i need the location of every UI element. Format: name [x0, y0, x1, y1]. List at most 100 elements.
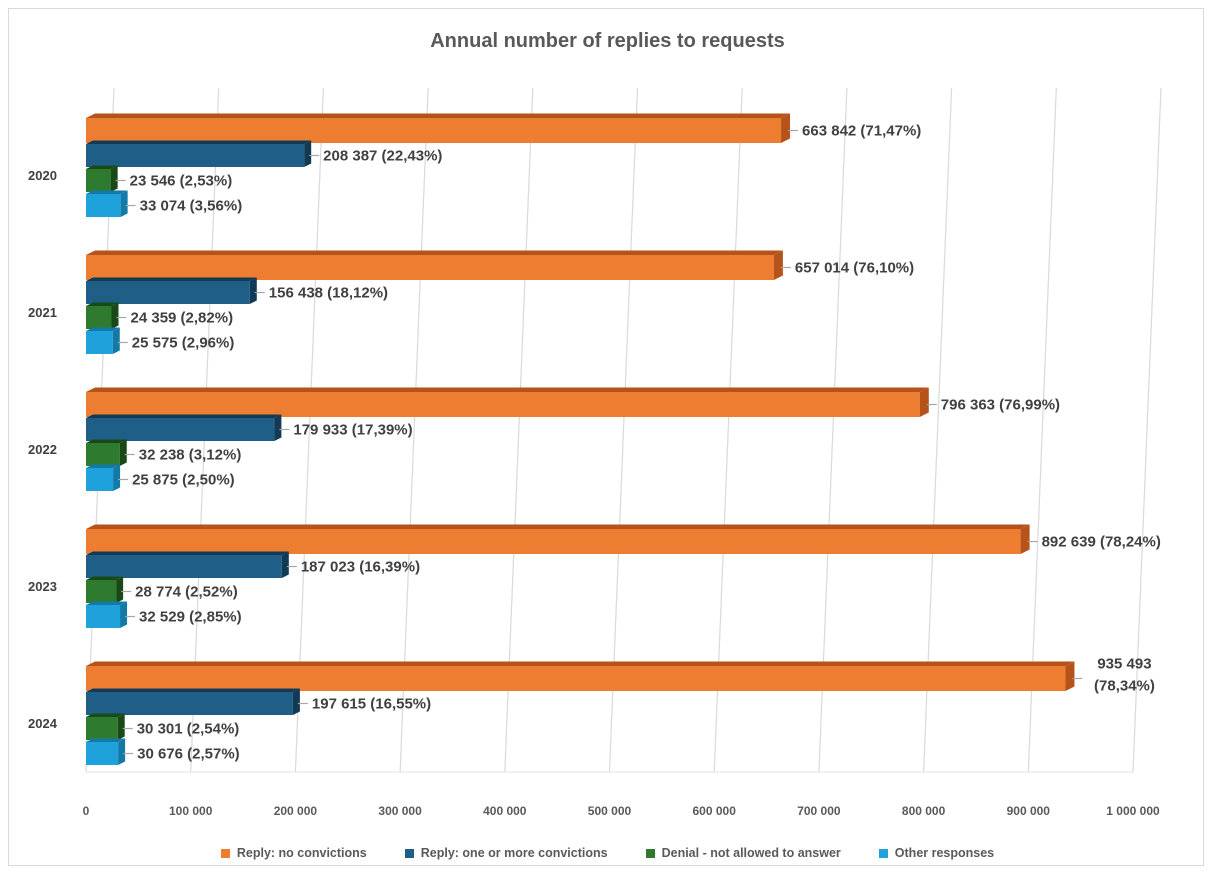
- x-tick-label: 900 000: [1007, 804, 1051, 818]
- gridline: [713, 87, 743, 773]
- bar-end-face: [120, 190, 128, 217]
- data-label: 935 493: [1097, 656, 1151, 673]
- bar-top-face: [86, 190, 128, 194]
- legend-item: Other responses: [878, 846, 995, 860]
- gridline: [1132, 87, 1162, 773]
- bar-top-face: [86, 738, 126, 742]
- bar-end-face: [119, 439, 127, 466]
- bar-top-face: [86, 387, 929, 392]
- legend-label: Reply: no convictions: [236, 846, 367, 860]
- bar: [86, 742, 119, 765]
- x-tick-label: 600 000: [693, 804, 737, 818]
- x-tick-label: 1 000 000: [1106, 804, 1160, 818]
- chart-title: Annual number of replies to requests: [430, 30, 785, 52]
- y-category-label: 2023: [28, 579, 57, 594]
- x-tick-label: 200 000: [274, 804, 318, 818]
- bar-top-face: [86, 414, 282, 418]
- x-tick-label: 400 000: [483, 804, 527, 818]
- legend-swatch: [645, 848, 655, 858]
- bar: [86, 468, 114, 491]
- bar-end-face: [110, 165, 118, 192]
- bar-top-face: [86, 551, 289, 555]
- data-label: 208 387 (22,43%): [323, 148, 442, 165]
- bar-top-face: [86, 524, 1030, 529]
- bar-end-face: [120, 601, 128, 628]
- bar-end-face: [781, 113, 791, 143]
- data-label: 28 774 (2,52%): [135, 584, 238, 601]
- legend-item: Reply: one or more convictions: [404, 846, 608, 860]
- legend-label: Other responses: [894, 846, 995, 860]
- bar: [86, 118, 782, 143]
- bar-end-face: [773, 250, 783, 280]
- gridline: [818, 87, 848, 773]
- bar-top-face: [86, 140, 312, 144]
- bar-top-face: [86, 250, 783, 255]
- bar-end-face: [304, 140, 312, 167]
- bar: [86, 666, 1066, 691]
- bar-top-face: [86, 327, 120, 331]
- bar-end-face: [919, 387, 929, 417]
- bar: [86, 255, 774, 280]
- bar-top-face: [86, 688, 300, 692]
- x-tick-label: 800 000: [902, 804, 946, 818]
- bar: [86, 144, 305, 167]
- bar-top-face: [86, 713, 125, 717]
- gridline: [1027, 87, 1057, 773]
- data-label: 156 438 (18,12%): [269, 285, 388, 302]
- bar-end-face: [1065, 661, 1075, 691]
- y-category-label: 2024: [28, 716, 58, 731]
- bar: [86, 169, 111, 192]
- x-tick-label: 0: [83, 804, 90, 818]
- bar-end-face: [1020, 524, 1030, 554]
- data-label: 892 639 (78,24%): [1042, 534, 1161, 551]
- data-label: 187 023 (16,39%): [301, 559, 420, 576]
- bar-top-face: [86, 165, 118, 169]
- gridline: [294, 87, 324, 773]
- data-label: 33 074 (3,56%): [140, 198, 243, 215]
- bar-top-face: [86, 113, 791, 118]
- bar-end-face: [249, 277, 257, 304]
- bar-end-face: [118, 738, 126, 765]
- legend-label: Reply: one or more convictions: [420, 846, 608, 860]
- bar-end-face: [112, 327, 120, 354]
- data-label: 24 359 (2,82%): [131, 310, 234, 327]
- legend-swatch: [220, 848, 230, 858]
- data-label: 25 575 (2,96%): [132, 335, 235, 352]
- bar-top-face: [86, 661, 1075, 666]
- bar: [86, 281, 250, 304]
- data-label: 179 933 (17,39%): [293, 422, 412, 439]
- y-category-label: 2020: [28, 168, 57, 183]
- y-category-label: 2021: [28, 305, 57, 320]
- bar: [86, 443, 120, 466]
- x-tick-label: 300 000: [378, 804, 422, 818]
- y-category-label: 2022: [28, 442, 57, 457]
- data-label: 32 238 (3,12%): [139, 447, 242, 464]
- bar-end-face: [117, 713, 125, 740]
- bar-top-face: [86, 302, 119, 306]
- legend: Reply: no convictions Reply: one or more …: [0, 846, 1215, 860]
- data-label: 30 676 (2,57%): [137, 746, 240, 763]
- bar: [86, 418, 275, 441]
- bar: [86, 555, 282, 578]
- data-label: 23 546 (2,53%): [130, 173, 233, 190]
- legend-item: Reply: no convictions: [220, 846, 367, 860]
- legend-swatch: [404, 848, 414, 858]
- bar-end-face: [274, 414, 282, 441]
- bar: [86, 717, 118, 740]
- bar: [86, 580, 117, 603]
- legend-label: Denial - not allowed to answer: [661, 846, 841, 860]
- x-tick-label: 500 000: [588, 804, 632, 818]
- bar: [86, 605, 121, 628]
- data-label: 796 363 (76,99%): [941, 397, 1060, 414]
- x-tick-label: 700 000: [797, 804, 841, 818]
- gridline: [504, 87, 534, 773]
- bar-end-face: [292, 688, 300, 715]
- legend-swatch: [878, 848, 888, 858]
- gridline: [608, 87, 639, 773]
- bar-end-face: [116, 576, 124, 603]
- x-tick-label: 100 000: [169, 804, 213, 818]
- data-label: 657 014 (76,10%): [795, 260, 914, 277]
- bar-end-face: [111, 302, 119, 329]
- bar-top-face: [86, 277, 257, 281]
